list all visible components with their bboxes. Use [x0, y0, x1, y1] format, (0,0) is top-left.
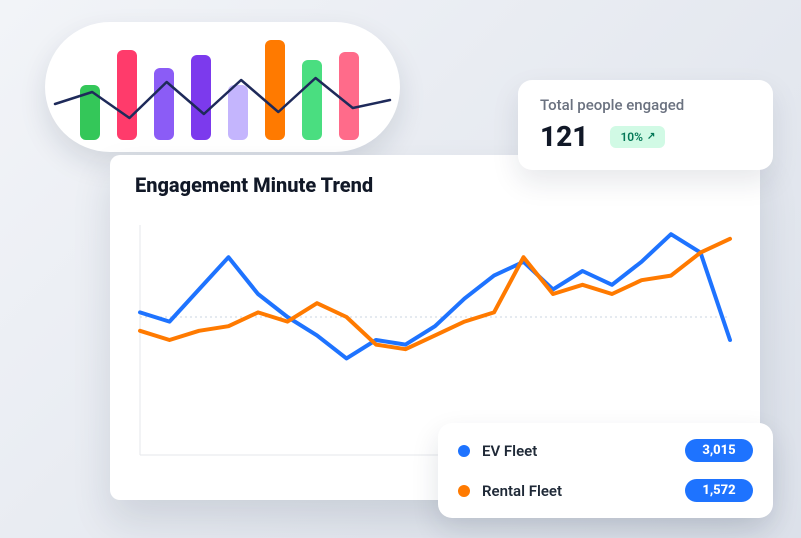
kpi-value: 121 — [540, 120, 588, 153]
series-ev — [140, 234, 730, 358]
legend-dot-rental — [458, 485, 470, 497]
legend-card: EV Fleet 3,015 Rental Fleet 1,572 — [438, 423, 773, 518]
kpi-label: Total people engaged — [540, 96, 751, 114]
kpi-delta-badge: 10% ↗ — [610, 126, 665, 148]
legend-name-rental: Rental Fleet — [482, 482, 562, 500]
chart-title: Engagement Minute Trend — [135, 173, 373, 197]
kpi-delta-text: 10% — [620, 130, 643, 144]
total-people-card: Total people engaged 121 10% ↗ — [518, 80, 773, 170]
legend-dot-ev — [458, 445, 470, 457]
legend-row-rental: Rental Fleet 1,572 — [458, 479, 753, 502]
legend-value-rental: 1,572 — [685, 479, 753, 502]
trend-up-icon: ↗ — [647, 131, 655, 142]
legend-name-ev: EV Fleet — [482, 442, 537, 460]
sparkline-svg — [45, 22, 400, 152]
legend-value-ev: 3,015 — [685, 439, 753, 462]
legend-row-ev: EV Fleet 3,015 — [458, 439, 753, 462]
sparkline-card — [45, 22, 400, 152]
